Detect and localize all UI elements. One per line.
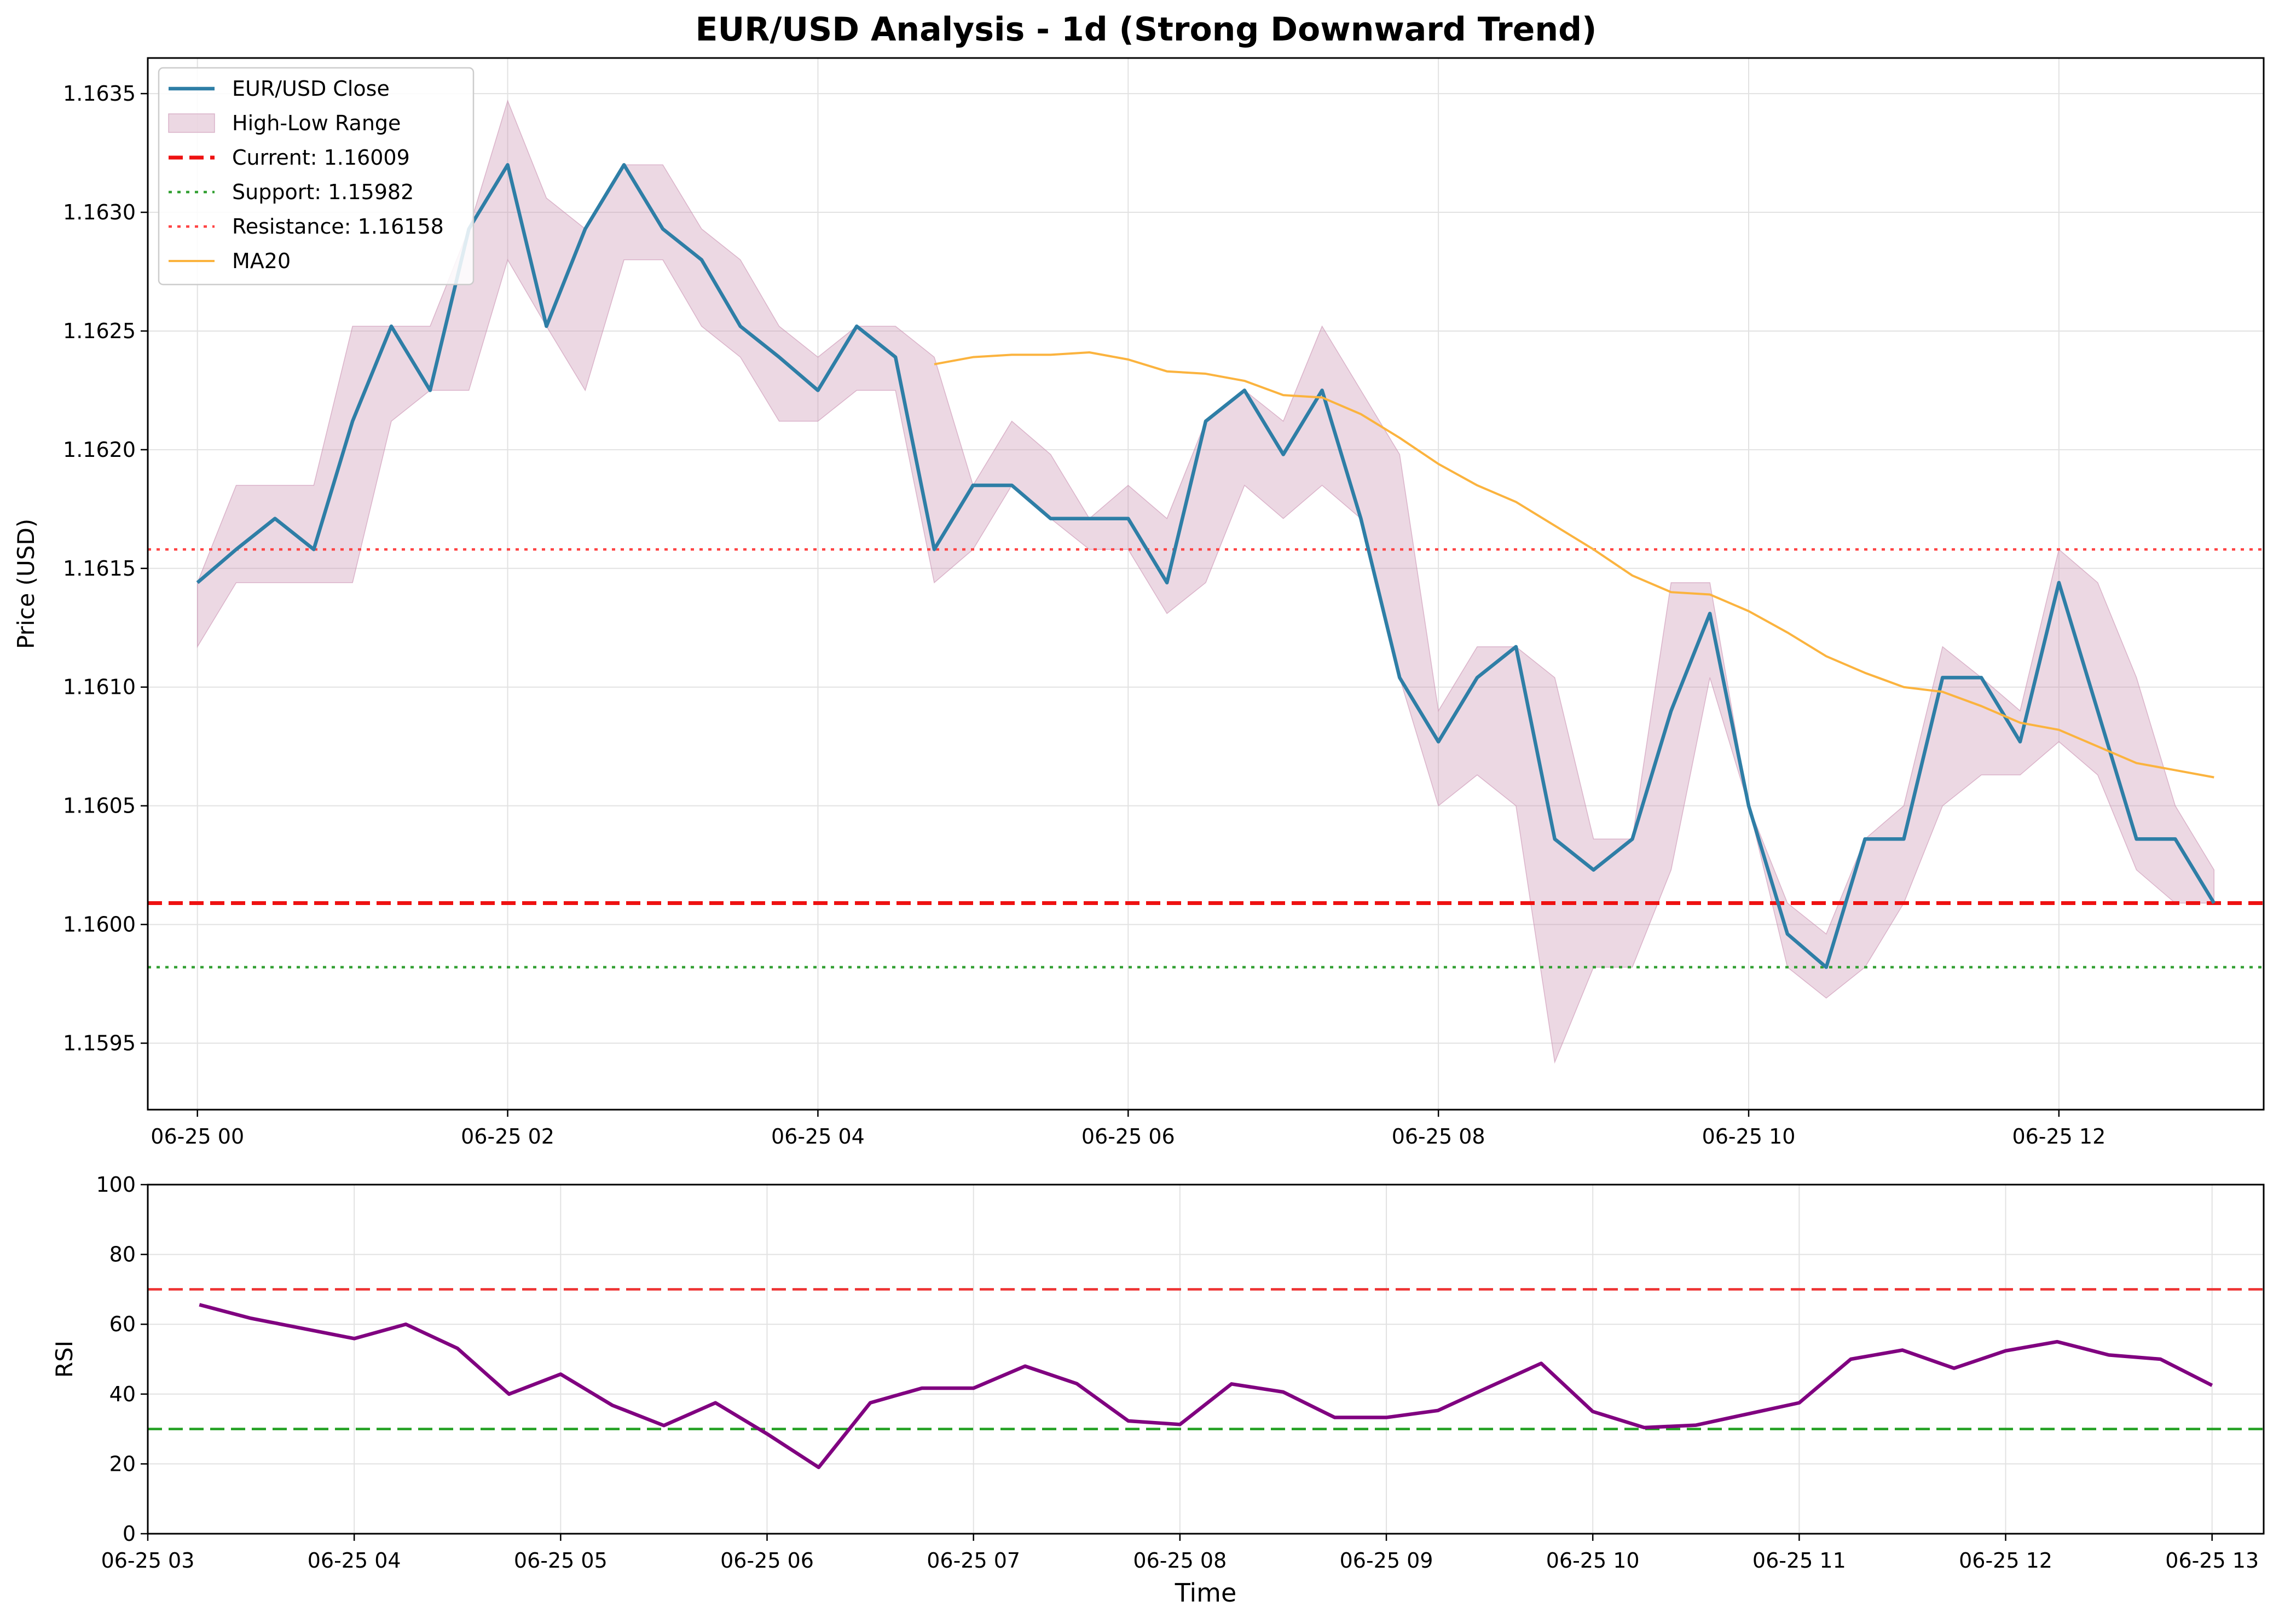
x-tick-label: 06-25 08	[1133, 1548, 1227, 1573]
rsi-series-line	[199, 1303, 2213, 1470]
x-tick-label: 06-25 04	[308, 1548, 401, 1573]
ma20-line	[934, 351, 2214, 779]
x-tick-label: 06-25 00	[151, 1124, 244, 1149]
y-tick-label: 0	[123, 1522, 136, 1546]
y-tick-label: 1.1635	[63, 82, 136, 106]
high-low-range-band	[196, 99, 2215, 1064]
y-tick-label: 80	[109, 1243, 136, 1267]
legend-label: High-Low Range	[232, 111, 401, 135]
close-price-line	[196, 163, 2216, 969]
rsi-grid	[147, 1184, 2264, 1534]
price-legend: EUR/USD Close High-Low Range Current: 1.16…	[158, 67, 475, 286]
legend-label: Current: 1.16009	[232, 146, 410, 170]
x-tick-label: 06-25 04	[771, 1124, 865, 1149]
rsi-line	[199, 1303, 2213, 1470]
high-low-range-area	[196, 99, 2215, 1064]
y-tick-label: 1.1605	[63, 794, 136, 818]
chart-title: EUR/USD Analysis - 1d (Strong Downward T…	[696, 10, 1597, 49]
x-tick-label: 06-25 08	[1392, 1124, 1485, 1149]
y-tick-label: 1.1630	[63, 200, 136, 224]
rsi-plot-frame	[147, 1184, 2265, 1535]
x-tick-label: 06-25 03	[101, 1548, 195, 1573]
legend-label: MA20	[232, 249, 291, 273]
price-plot-frame	[147, 57, 2265, 1111]
x-tick-label: 06-25 10	[1546, 1548, 1640, 1573]
price-y-ticks: 1.1595 1.1600 1.1605 1.1610 1.1615 1.1620 1.16…	[63, 82, 148, 1055]
x-tick-label: 06-25 12	[1959, 1548, 2052, 1573]
y-tick-label: 1.1620	[63, 438, 136, 462]
x-tick-label: 06-25 13	[2165, 1548, 2259, 1573]
legend-label: Resistance: 1.16158	[232, 214, 444, 239]
x-tick-label: 06-25 10	[1702, 1124, 1796, 1149]
price-reference-lines	[148, 548, 2264, 968]
rsi-panel: 06-25 03 06-25 04 06-25 05 06-25 06 06-25 07…	[51, 1173, 2265, 1608]
x-tick-label: 06-25 05	[514, 1548, 608, 1573]
y-tick-label: 60	[109, 1312, 136, 1336]
legend-label: Support: 1.15982	[232, 180, 414, 204]
x-tick-label: 06-25 12	[2012, 1124, 2106, 1149]
y-tick-label: 40	[109, 1382, 136, 1406]
x-tick-label: 06-25 02	[461, 1124, 554, 1149]
rsi-x-ticks: 06-25 03 06-25 04 06-25 05 06-25 06 06-25 07…	[101, 1534, 2259, 1573]
price-x-ticks: 06-25 00 06-25 02 06-25 04 06-25 06 06-25 08…	[151, 1110, 2106, 1149]
legend-label: EUR/USD Close	[232, 77, 390, 101]
legend-swatch	[168, 113, 215, 133]
rsi-threshold-lines	[148, 1288, 2264, 1430]
rsi-y-ticks: 0 20 40 60 80 100	[96, 1173, 148, 1546]
x-tick-label: 06-25 06	[720, 1548, 814, 1573]
rsi-x-axis-label: Time	[1175, 1578, 1237, 1608]
y-tick-label: 1.1600	[63, 913, 136, 937]
legend-box	[158, 67, 475, 286]
x-tick-label: 06-25 07	[927, 1548, 1020, 1573]
rsi-y-axis-label: RSI	[51, 1341, 78, 1378]
y-tick-label: 1.1625	[63, 319, 136, 343]
y-tick-label: 1.1615	[63, 556, 136, 581]
x-tick-label: 06-25 11	[1752, 1548, 1846, 1573]
price-series-lines	[196, 163, 2216, 969]
y-tick-label: 1.1595	[63, 1031, 136, 1055]
y-tick-label: 1.1610	[63, 675, 136, 699]
y-tick-label: 20	[109, 1452, 136, 1476]
price-y-axis-label: Price (USD)	[13, 519, 39, 649]
price-panel: 06-25 00 06-25 02 06-25 04 06-25 06 06-25 08…	[13, 57, 2265, 1149]
x-tick-label: 06-25 09	[1340, 1548, 1433, 1573]
y-tick-label: 100	[96, 1173, 136, 1197]
x-tick-label: 06-25 06	[1081, 1124, 1175, 1149]
